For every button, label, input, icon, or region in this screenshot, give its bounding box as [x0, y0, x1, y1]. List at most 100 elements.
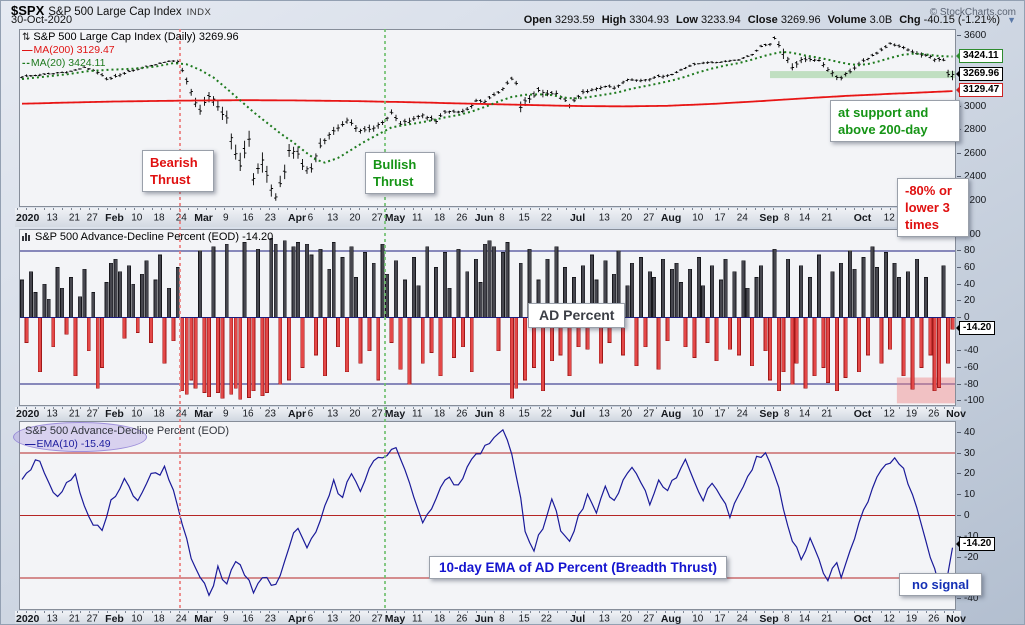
quote-strip: Open 3293.59 High 3304.93 Low 3233.94 Close… — [524, 14, 1016, 26]
x-tick-18: 18 — [433, 613, 446, 625]
x-tick-24: 24 — [175, 613, 187, 625]
x-tick-13: 13 — [327, 212, 339, 224]
x-tick-22: 22 — [540, 613, 552, 625]
ad-percent-chart-canvas — [20, 237, 955, 404]
ad-percent-bars — [20, 237, 955, 400]
x-tick-27: 27 — [86, 613, 98, 625]
x-tick-14: 14 — [799, 408, 811, 420]
x-tick-13: 13 — [46, 408, 58, 420]
x-tick-21: 21 — [821, 613, 833, 625]
y-tick-20: 20 — [957, 295, 975, 307]
x-tick-Mar: Mar — [194, 212, 213, 225]
x-tick-8: 8 — [784, 408, 790, 420]
x-tick-Feb: Feb — [105, 408, 124, 421]
ema-legend-row: — EMA(10) -15.49 — [25, 438, 229, 451]
x-tick-17: 17 — [714, 613, 726, 625]
x-tick-13: 13 — [598, 613, 610, 625]
symbol: $SPX — [11, 3, 45, 18]
quote-volume: Volume 3.0B — [827, 14, 893, 26]
x-tick-24: 24 — [175, 212, 187, 224]
x-tick-10: 10 — [692, 408, 704, 420]
x-tick-21: 21 — [68, 613, 80, 625]
price-y-axis: 3600 3000 2800 2600 2400 2200 3424.11 3269.96 31… — [955, 29, 1024, 207]
x-tick-Jul: Jul — [569, 612, 586, 625]
y-tick-2800: 2800 — [957, 124, 986, 136]
price-x-axis: 2020 13 21 27 Feb 10 18 24 Mar 9 16 23 Apr 6 13 20 27 May… — [15, 208, 966, 227]
ema-highlight-ellipse — [13, 422, 147, 452]
x-tick-26: 26 — [456, 613, 468, 625]
x-tick-Feb: Feb — [105, 212, 124, 225]
ad-percent-panel — [19, 229, 956, 406]
x-tick-26: 26 — [456, 212, 468, 224]
x-tick-Jun: Jun — [474, 212, 494, 225]
ema-line — [21, 428, 954, 597]
quote-close: Close 3269.96 — [747, 14, 821, 26]
x-tick-13: 13 — [327, 613, 339, 625]
x-tick-10: 10 — [692, 613, 704, 625]
x-tick-8: 8 — [784, 212, 790, 224]
price-ohlc-series — [20, 36, 955, 201]
bearish-signal-vline — [179, 29, 181, 610]
ad-legend-title-row: S&P 500 Advance-Decline Percent (EOD) -1… — [22, 231, 273, 244]
x-tick-24: 24 — [736, 613, 748, 625]
ma200-legend-row: — MA(200) 3129.47 — [22, 44, 239, 57]
x-tick-27: 27 — [643, 613, 655, 625]
value-tag-3129.47: 3129.47 — [955, 83, 1004, 98]
x-tick-17: 17 — [714, 408, 726, 420]
x-tick-13: 13 — [46, 212, 58, 224]
quote-chg: Chg -40.15 (-1.21%) — [899, 14, 1001, 26]
x-tick-9: 9 — [223, 613, 229, 625]
y-tick-100: 100 — [957, 228, 981, 240]
quote-high: High 3304.93 — [601, 14, 669, 26]
x-tick-Apr: Apr — [288, 408, 307, 421]
x-tick-18: 18 — [153, 408, 165, 420]
x-tick-8: 8 — [499, 613, 505, 625]
x-tick-18: 18 — [153, 613, 165, 625]
x-tick-27: 27 — [643, 212, 655, 224]
x-tick-Oct: Oct — [853, 212, 872, 225]
x-tick-13: 13 — [598, 212, 610, 224]
x-tick-15: 15 — [518, 212, 530, 224]
chart-date: 30-Oct-2020 — [11, 14, 73, 26]
support-band — [770, 71, 955, 79]
x-tick-6: 6 — [307, 212, 314, 224]
price-chart-canvas — [20, 36, 955, 201]
x-tick-20: 20 — [620, 408, 633, 420]
below-80-highlight — [896, 377, 955, 404]
x-tick-17: 17 — [714, 212, 726, 224]
x-tick-May: May — [384, 612, 406, 625]
x-tick-27: 27 — [371, 212, 383, 224]
ema-legend: S&P 500 Advance-Decline Percent (EOD) — E… — [25, 425, 229, 451]
quote-open: Open 3293.59 — [523, 14, 595, 26]
x-tick-10: 10 — [131, 613, 143, 625]
x-tick-23: 23 — [264, 613, 276, 625]
y-tick-0: 0 — [957, 510, 970, 522]
x-tick-8: 8 — [784, 613, 790, 625]
ema-legend-title: S&P 500 Advance-Decline Percent (EOD) — [25, 425, 230, 437]
price-legend-title-row: ⇅ S&P 500 Large Cap Index (Daily) 3269.96 — [22, 31, 239, 44]
x-tick-10: 10 — [692, 212, 704, 224]
ma20-legend-row: - - MA(20) 3424.11 — [22, 57, 239, 70]
x-tick-Jun: Jun — [474, 612, 494, 625]
ad-legend-title: S&P 500 Advance-Decline Percent (EOD) -1… — [35, 231, 274, 243]
ma200-line — [21, 90, 953, 108]
y-tick-20: 20 — [957, 468, 975, 480]
chg-dropdown-icon[interactable]: ▼ — [1007, 15, 1016, 25]
x-tick-21: 21 — [821, 408, 833, 420]
x-tick-Oct: Oct — [853, 408, 872, 421]
symbol-name: S&P 500 Large Cap Index — [48, 6, 182, 18]
no-signal-annotation: no signal — [899, 573, 983, 596]
x-tick-21: 21 — [68, 212, 80, 224]
x-tick-26: 26 — [928, 613, 940, 625]
x-tick-Aug: Aug — [660, 212, 682, 225]
x-tick-20: 20 — [620, 212, 633, 224]
y-tick-3000: 3000 — [957, 100, 986, 112]
ma200-legend: MA(200) 3129.47 — [33, 44, 115, 56]
x-tick-26: 26 — [928, 408, 940, 420]
y-tick-10: 10 — [957, 489, 975, 501]
bar-chart-icon — [22, 233, 30, 241]
value-tag--14.20: -14.20 — [955, 321, 996, 336]
y-tick--60: -60 — [957, 362, 978, 374]
x-tick-2020: 2020 — [15, 408, 40, 421]
